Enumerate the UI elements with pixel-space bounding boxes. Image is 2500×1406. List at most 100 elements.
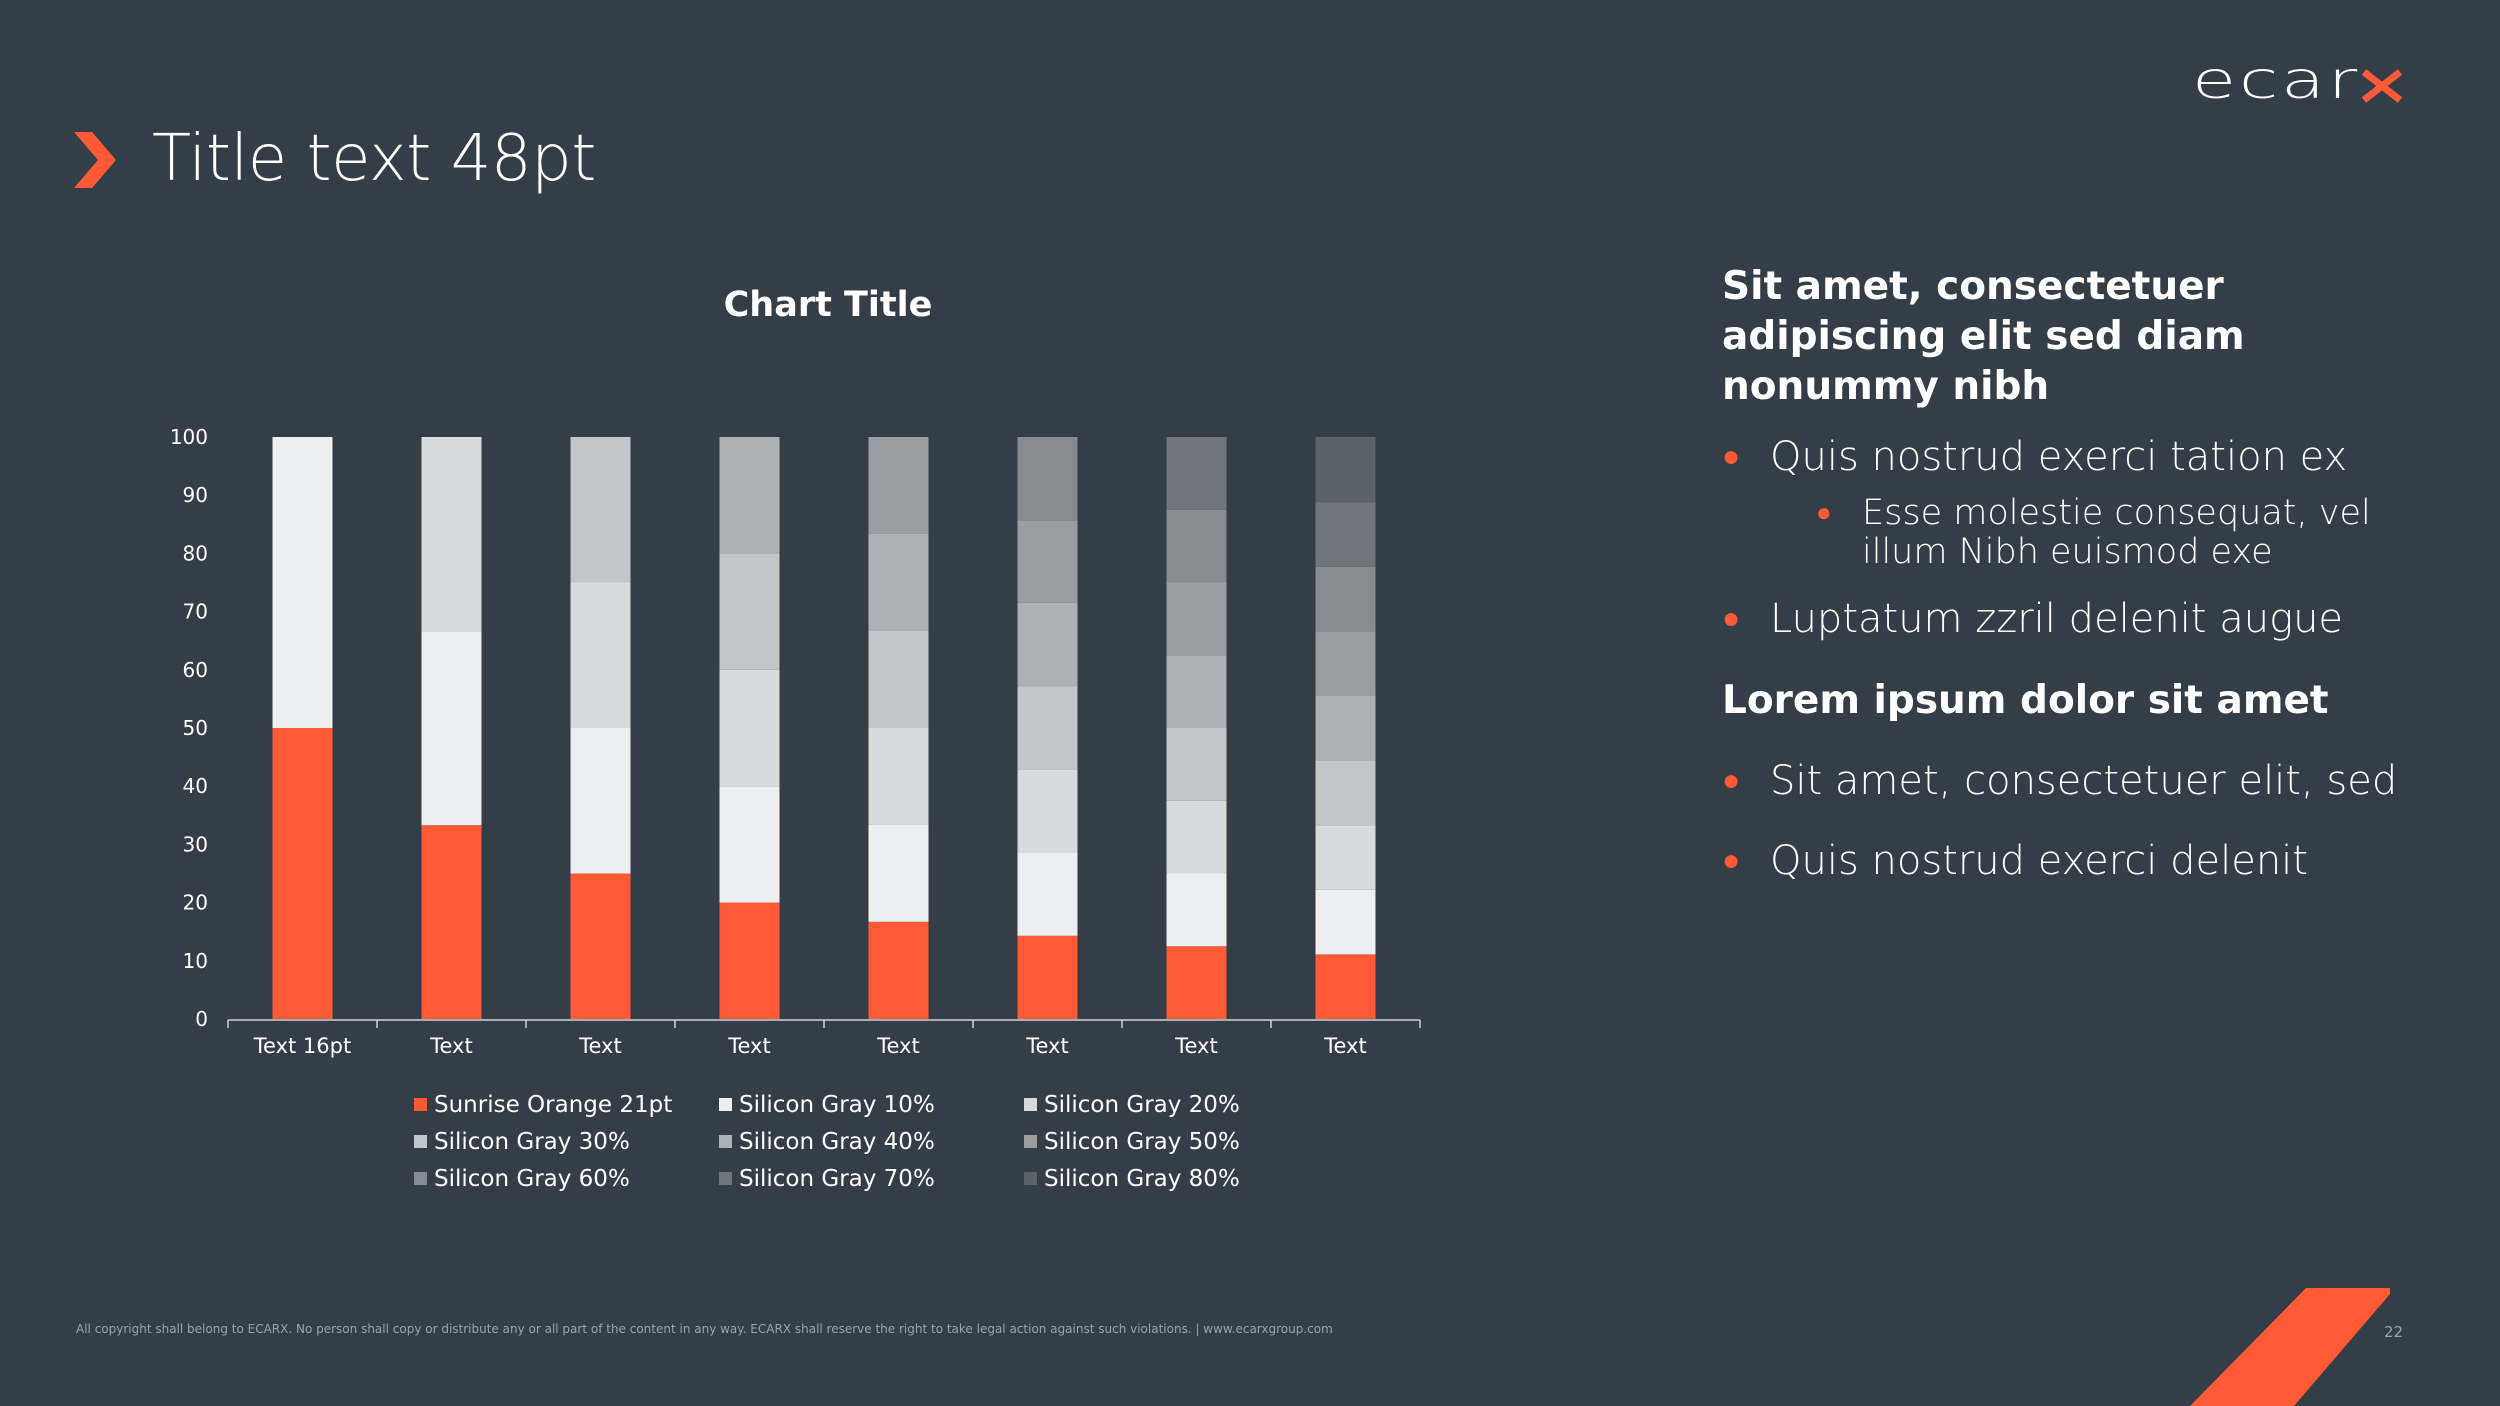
bar-segment — [868, 727, 929, 825]
bar-segment — [1017, 935, 1078, 1019]
legend-item: Silicon Gray 20% — [1024, 1092, 1329, 1118]
sub-bullet-text: Esse molestie consequat, vel illum Nibh … — [1862, 493, 2371, 572]
bar-segment — [1315, 695, 1376, 761]
svg-text:ecar: ecar — [2192, 60, 2360, 106]
bar-segment — [1017, 852, 1078, 936]
bullet-item: ● Luptatum zzril delenit augue — [1722, 594, 2422, 644]
bar-segment — [1315, 954, 1376, 1019]
decorative-stripe — [2190, 1288, 2390, 1406]
bullet-item: ● Sit amet, consectetuer elit, sed — [1722, 756, 2422, 806]
y-axis: 0 10 20 30 40 50 60 70 80 90 100 — [170, 425, 208, 1031]
bar-segment — [1315, 437, 1376, 503]
bar-segment — [719, 786, 780, 903]
bar-segment — [719, 553, 780, 670]
x-tick-label: Text — [578, 1034, 621, 1058]
bar-segment — [1017, 602, 1078, 687]
x-tick-label: Text — [727, 1034, 770, 1058]
slide-title: Title text 48pt — [152, 122, 596, 196]
bar-segment — [868, 437, 929, 534]
sub-bullet-item: ● Esse molestie consequat, vel illum Nibh… — [1722, 494, 2422, 572]
bullet-item: ● Quis nostrud exerci tation ex — [1722, 432, 2422, 482]
bar-segment — [1315, 631, 1376, 696]
legend-item: Silicon Gray 50% — [1024, 1129, 1329, 1155]
legend-item: Sunrise Orange 21pt — [414, 1092, 719, 1118]
bar-segment — [719, 669, 780, 787]
legend-swatch — [1024, 1135, 1037, 1148]
bar-segment — [1315, 502, 1376, 567]
legend-swatch — [719, 1098, 732, 1111]
bar-segment — [1017, 520, 1078, 603]
chart-legend: Sunrise Orange 21pt Silicon Gray 10% Silic… — [414, 1086, 1354, 1197]
bar-segment — [570, 437, 631, 583]
bar-segment — [868, 630, 929, 728]
y-tick-label: 40 — [183, 774, 208, 798]
y-tick-label: 50 — [183, 716, 208, 740]
bar-segment — [1315, 760, 1376, 826]
bar-segment — [421, 631, 482, 826]
copyright-notice: All copyright shall belong to ECARX. No … — [76, 1322, 1333, 1336]
bullet-icon: ● — [1722, 763, 1741, 798]
x-axis: Text 16pt Text Text Text Text Text Text Text — [227, 1019, 1421, 1058]
bullet-icon: ● — [1816, 498, 1832, 528]
x-tick-label: Text — [429, 1034, 472, 1058]
bar-segment — [570, 728, 631, 874]
x-tick-label: Text — [1174, 1034, 1217, 1058]
bar-segment — [1166, 800, 1227, 874]
legend-row: Sunrise Orange 21pt Silicon Gray 10% Silic… — [414, 1086, 1354, 1123]
bullet-icon: ● — [1722, 843, 1741, 878]
legend-swatch — [414, 1172, 427, 1185]
bar-segment — [719, 902, 780, 1019]
legend-label: Silicon Gray 60% — [434, 1165, 630, 1192]
legend-label: Silicon Gray 50% — [1044, 1128, 1240, 1155]
legend-label: Silicon Gray 80% — [1044, 1165, 1240, 1192]
bar-segment — [868, 533, 929, 631]
bullet-text: Quis nostrud exerci tation ex — [1770, 434, 2348, 480]
legend-swatch — [1024, 1098, 1037, 1111]
bullet-text: Luptatum zzril delenit augue — [1770, 596, 2344, 642]
bar-segment — [1315, 566, 1376, 632]
bar-segment — [272, 437, 333, 728]
bar-segment — [272, 728, 333, 1019]
legend-label: Silicon Gray 20% — [1044, 1091, 1240, 1118]
bar-segment — [719, 437, 780, 554]
bullet-text: Sit amet, consectetuer elit, sed — [1770, 758, 2398, 804]
y-tick-label: 80 — [183, 541, 208, 565]
x-tick-label: Text — [876, 1034, 919, 1058]
y-tick-label: 0 — [195, 1007, 208, 1031]
panel-heading-2: Lorem ipsum dolor sit amet — [1722, 678, 2329, 723]
bar-segment — [421, 825, 482, 1019]
y-tick-label: 30 — [183, 832, 208, 856]
y-tick-label: 70 — [183, 600, 208, 624]
bar-segment — [1315, 889, 1376, 955]
panel-heading-1: Sit amet, consectetuer adipiscing elit s… — [1722, 264, 2245, 409]
bar-segment — [570, 873, 631, 1019]
bullet-icon: ● — [1722, 601, 1741, 636]
bar-segment — [1017, 769, 1078, 853]
legend-swatch — [719, 1135, 732, 1148]
bar-segment — [1166, 509, 1227, 583]
ecarx-logo: ecar — [2192, 60, 2403, 106]
bar-segment — [1166, 946, 1227, 1019]
legend-swatch — [1024, 1172, 1037, 1185]
legend-label: Sunrise Orange 21pt — [434, 1091, 673, 1118]
legend-swatch — [414, 1098, 427, 1111]
x-tick-label: Text — [1025, 1034, 1068, 1058]
y-tick-label: 60 — [183, 658, 208, 682]
bars — [272, 437, 1376, 1019]
text-panel: Sit amet, consectetuer adipiscing elit s… — [1722, 262, 2422, 906]
x-tick-label: Text — [1323, 1034, 1366, 1058]
legend-swatch — [414, 1135, 427, 1148]
bullet-item: ● Quis nostrud exerci delenit — [1722, 836, 2422, 886]
legend-item: Silicon Gray 30% — [414, 1129, 719, 1155]
chevron-right-icon — [74, 132, 116, 188]
bar-segment — [1166, 728, 1227, 801]
legend-item: Silicon Gray 60% — [414, 1166, 719, 1192]
bar-segment — [868, 921, 929, 1019]
bar-segment — [1166, 437, 1227, 510]
legend-row: Silicon Gray 30% Silicon Gray 40% Silicon … — [414, 1123, 1354, 1160]
legend-label: Silicon Gray 70% — [739, 1165, 935, 1192]
legend-label: Silicon Gray 10% — [739, 1091, 935, 1118]
x-tick-label: Text 16pt — [253, 1034, 351, 1058]
legend-label: Silicon Gray 40% — [739, 1128, 935, 1155]
